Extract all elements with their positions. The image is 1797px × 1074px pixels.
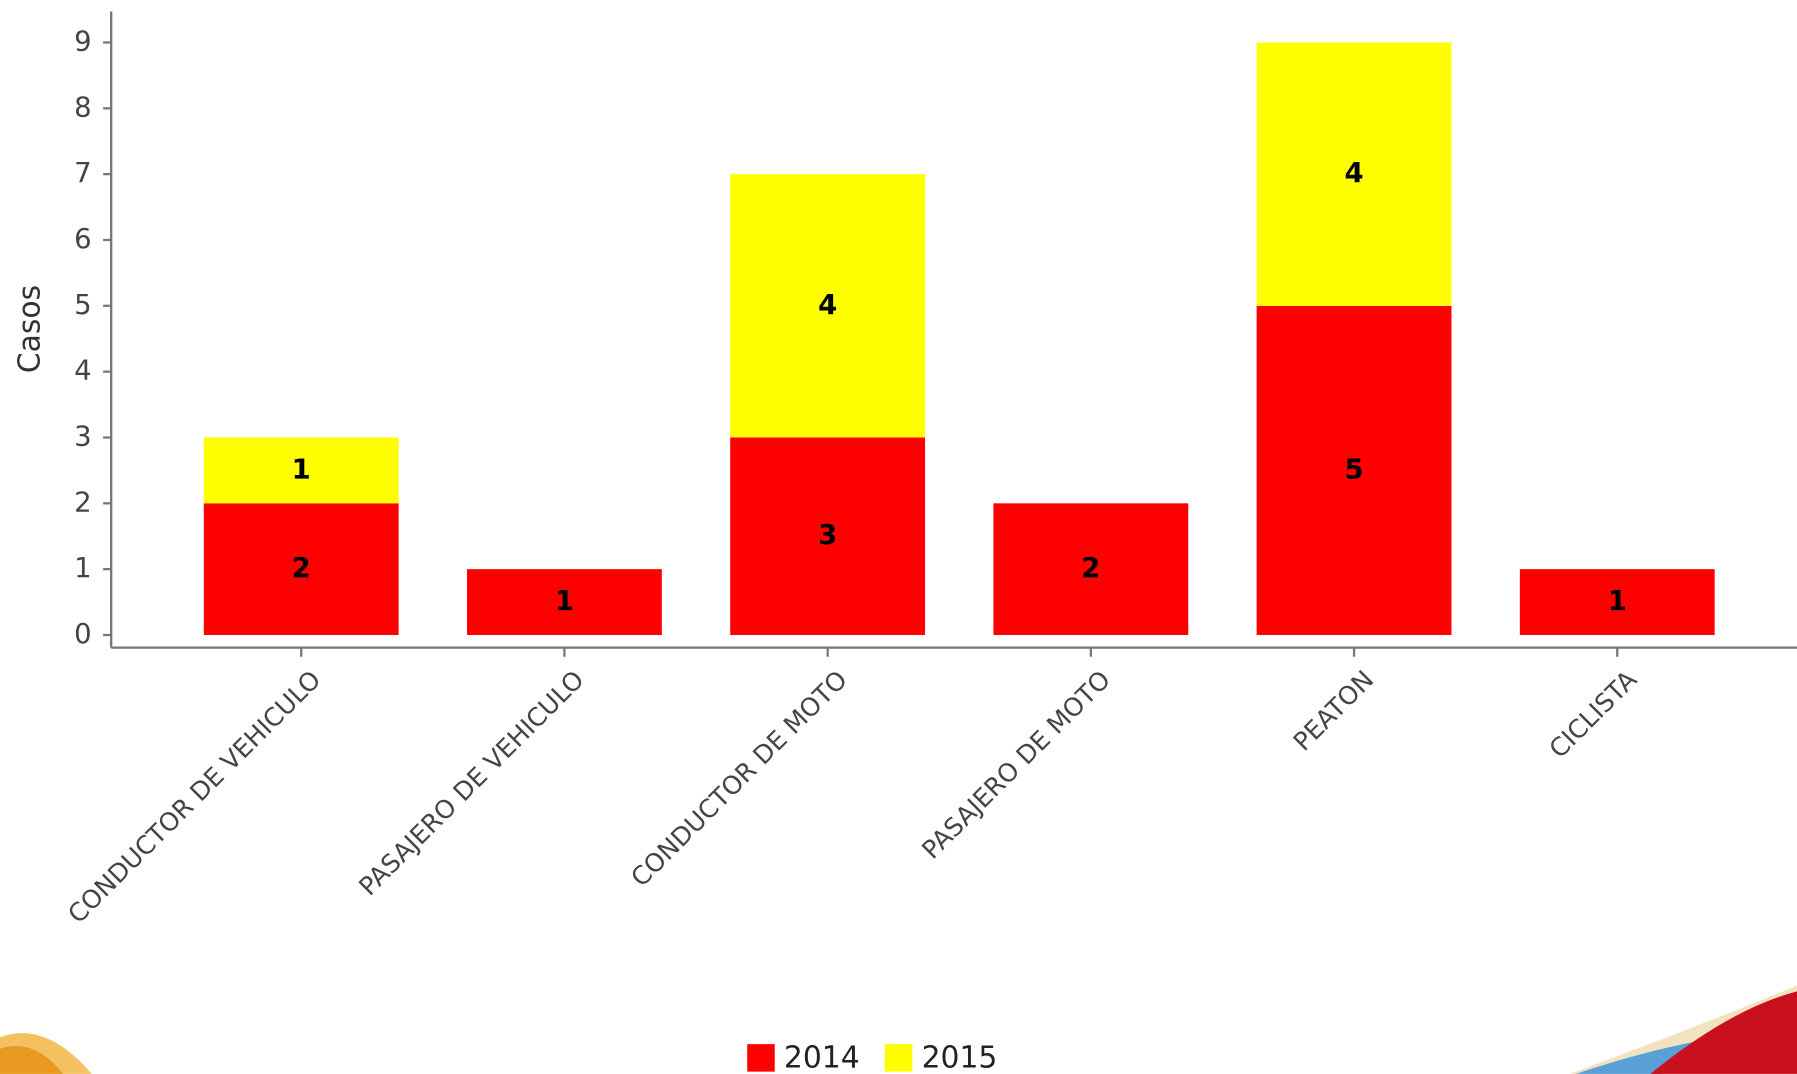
value-label: 1 <box>555 585 574 617</box>
bar-segment <box>1519 569 1715 635</box>
y-axis-label: Casos <box>12 285 47 373</box>
x-tick-label: PEATON <box>1288 665 1380 757</box>
value-label: 1 <box>292 453 311 485</box>
y-tick-label: 0 <box>74 618 92 650</box>
value-label: 4 <box>1344 157 1363 189</box>
x-tick-label: PASAJERO DE VEHICULO <box>353 665 589 901</box>
decoration <box>1650 991 1797 1074</box>
bar-segment <box>467 569 662 635</box>
decoration <box>0 1045 64 1074</box>
y-tick-label: 9 <box>74 25 92 57</box>
y-tick-label: 5 <box>74 289 92 321</box>
bar-segment <box>730 174 926 438</box>
decoration <box>1575 1037 1720 1074</box>
value-label: 2 <box>292 552 311 584</box>
bar-segment <box>1256 42 1452 306</box>
bar-segment <box>993 503 1189 635</box>
bar-segment <box>203 503 399 635</box>
legend-label: 2014 <box>784 1041 860 1074</box>
y-tick-label: 6 <box>74 223 92 255</box>
y-tick-label: 2 <box>74 486 92 518</box>
y-tick-label: 3 <box>74 420 92 452</box>
value-label: 2 <box>1081 552 1100 584</box>
value-label: 4 <box>818 289 837 321</box>
bar-segment <box>203 437 399 504</box>
legend-label: 2015 <box>922 1041 998 1074</box>
y-tick-label: 7 <box>74 157 92 189</box>
value-label: 3 <box>818 519 837 551</box>
bar-segment <box>730 437 926 635</box>
x-tick-label: PASAJERO DE MOTO <box>916 665 1116 865</box>
legend-swatch <box>884 1044 913 1072</box>
x-tick-label: CONDUCTOR DE MOTO <box>625 665 852 892</box>
x-tick-label: CICLISTA <box>1544 664 1643 763</box>
y-tick-label: 4 <box>74 355 92 387</box>
value-label: 5 <box>1344 453 1363 485</box>
legend-swatch <box>747 1044 775 1072</box>
value-label: 1 <box>1608 585 1627 617</box>
y-tick-label: 1 <box>74 552 92 584</box>
y-tick-label: 8 <box>74 91 92 123</box>
x-tick-label: CONDUCTOR DE VEHICULO <box>62 665 326 929</box>
bar-segment <box>1256 305 1452 635</box>
